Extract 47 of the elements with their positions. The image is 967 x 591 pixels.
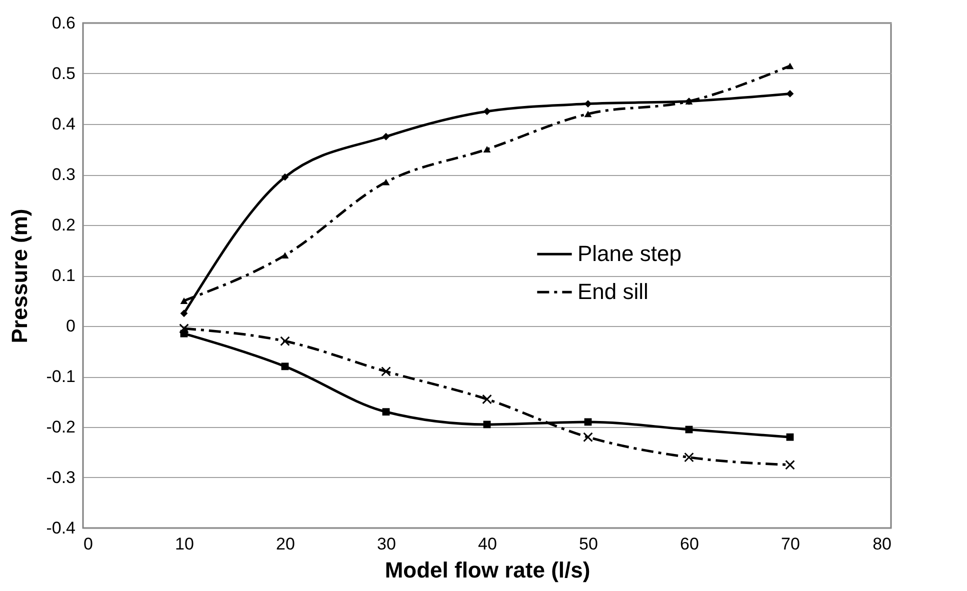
x-tick-label: 40 — [478, 534, 497, 554]
x-tick-label: 60 — [680, 534, 699, 554]
point — [483, 108, 491, 116]
point — [584, 418, 592, 426]
point — [281, 173, 289, 181]
legend-label: Plane step — [577, 241, 682, 266]
point — [280, 336, 290, 346]
point — [584, 110, 592, 118]
y-tick-label: -0.2 — [46, 418, 76, 436]
point — [584, 100, 592, 108]
legend-label: End sill — [577, 279, 648, 304]
point — [583, 432, 593, 442]
point — [786, 433, 794, 441]
x-tick-label: 80 — [872, 534, 892, 554]
point — [684, 452, 694, 462]
point — [381, 366, 391, 376]
point — [382, 178, 390, 186]
point — [180, 298, 188, 304]
point — [281, 252, 289, 259]
y-tick-label: -0.3 — [46, 468, 76, 487]
point — [786, 90, 794, 98]
y-tick-label: 0.1 — [52, 266, 76, 285]
point — [180, 310, 188, 318]
y-tick-label: 0.2 — [52, 216, 76, 234]
point — [785, 460, 795, 470]
y-tick-label: -0.4 — [46, 518, 76, 538]
x-axis-title: Model flow rate (l/s) — [384, 558, 590, 582]
point — [382, 132, 390, 140]
x-tick-label: 30 — [377, 534, 396, 554]
y-tick-label: 0.6 — [52, 14, 76, 32]
point — [179, 324, 189, 334]
point — [281, 362, 289, 370]
y-tick-label: 0.3 — [52, 165, 76, 184]
y-axis-title: Pressure (m) — [7, 208, 32, 344]
x-tick-label: 70 — [781, 534, 800, 554]
x-tick-label: 10 — [175, 534, 194, 554]
x-tick-label: 20 — [276, 534, 295, 554]
point — [483, 146, 491, 152]
x-tick-label: 0 — [84, 534, 93, 554]
point — [482, 394, 492, 404]
x-tick-label: 50 — [579, 534, 598, 554]
y-tick-label: 0.4 — [52, 114, 76, 134]
y-tick-label: 0.5 — [52, 64, 76, 83]
point — [786, 62, 794, 70]
y-tick-label: -0.1 — [46, 367, 76, 386]
point — [382, 408, 390, 416]
y-tick-label: 0 — [66, 316, 76, 336]
